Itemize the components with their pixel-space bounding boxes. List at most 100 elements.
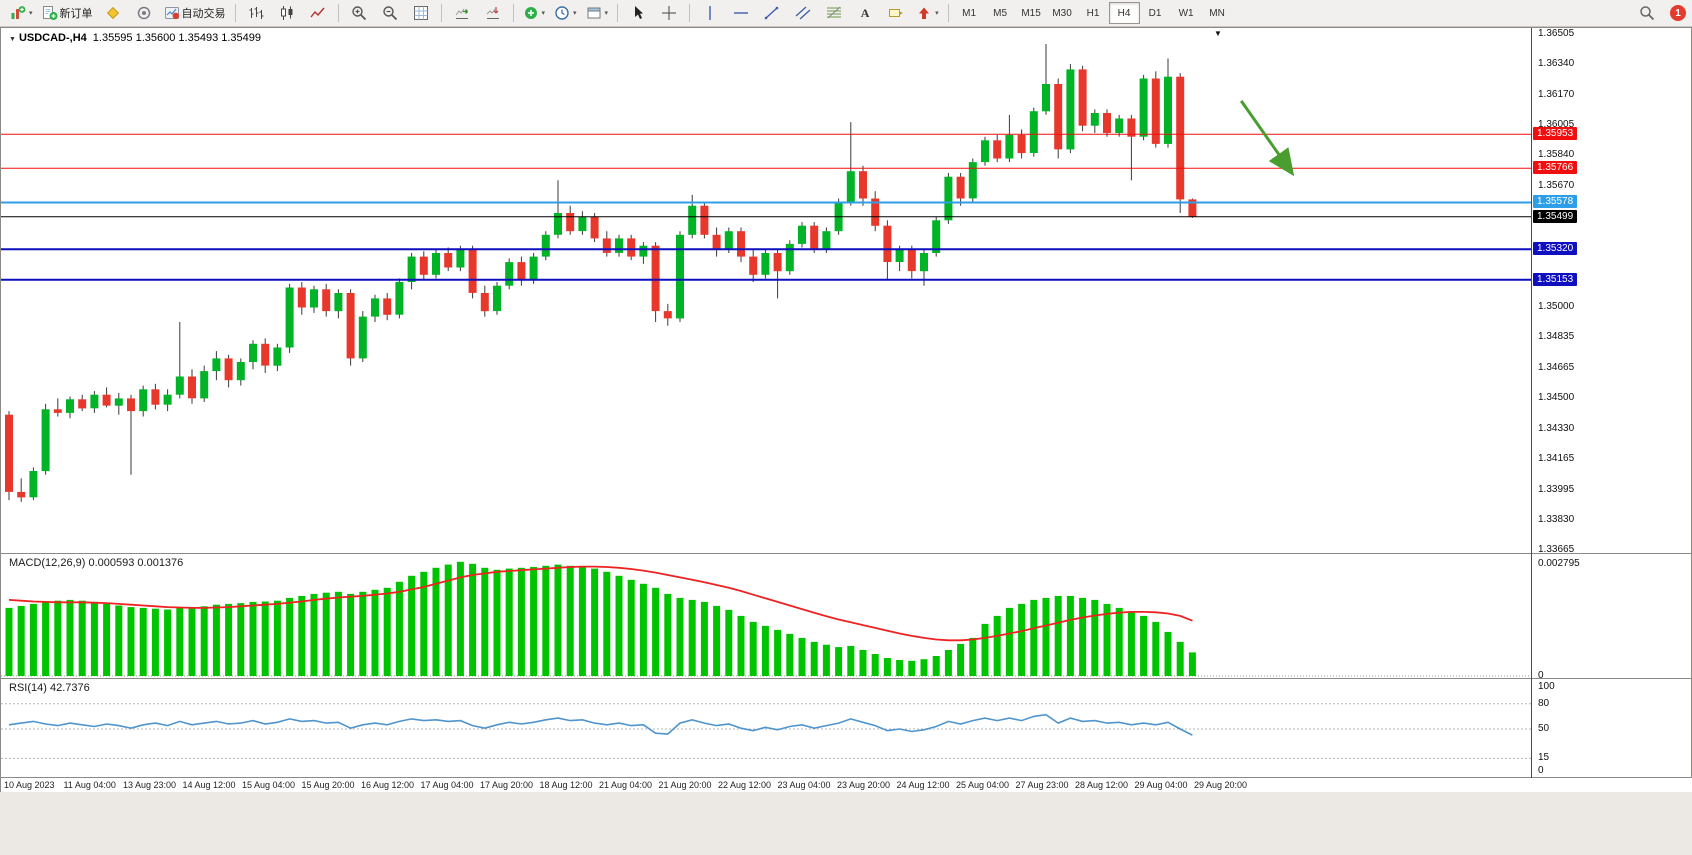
cursor-button[interactable] [623,1,653,25]
time-axis-label: 15 Aug 20:00 [301,780,355,790]
price-line-badge: 1.35953 [1533,127,1578,141]
toolbar-separator [512,4,514,22]
toolbar-separator [234,4,236,22]
tile-windows-button[interactable] [406,1,436,25]
trendline-button[interactable] [757,1,787,25]
chart-symbol-period: USDCAD-,H4 [18,32,87,44]
grid-icon [413,6,428,20]
community-button[interactable] [129,1,159,25]
metaeditor-button[interactable] [98,1,128,25]
panel-separator[interactable] [1,678,1692,679]
new-chart-icon [11,6,26,19]
main-toolbar: ▾ 新订单 自动交易 ▾ ▾ [0,0,1692,27]
chart-ohlc-quotes: 1.35595 1.35600 1.35493 1.35499 [92,32,261,44]
cursor-icon [635,6,644,19]
periods-button[interactable]: ▾ [550,1,581,25]
zoom-out-button[interactable] [375,1,405,25]
vertical-line-button[interactable] [695,1,725,25]
zoom-in-button[interactable] [344,1,374,25]
label-button[interactable] [881,1,911,25]
new-order-button[interactable]: 新订单 [38,1,97,25]
panel-separator[interactable] [1,553,1692,554]
fibonacci-button[interactable] [819,1,849,25]
clock-icon [555,6,569,20]
search-icon [1640,6,1655,21]
time-axis-label: 15 Aug 04:00 [242,780,296,790]
candlestick-chart[interactable] [1,28,1531,553]
price-axis[interactable]: 1.36505 1.36340 1.36170 1.36005 1.35840 1.356… [1531,28,1692,778]
time-axis-label: 18 Aug 12:00 [539,780,593,790]
timeframe-button-h1[interactable]: H1 [1086,7,1100,19]
price-axis-tick: 1.36170 [1538,88,1575,100]
price-line-badge: 1.35766 [1533,161,1578,175]
new-order-label: 新订单 [59,8,93,20]
price-line-badge: 1.35499 [1533,209,1578,223]
timeframe-button-w1[interactable]: W1 [1178,7,1194,19]
macd-indicator-chart[interactable] [1,554,1531,678]
time-axis-label: 23 Aug 20:00 [837,780,891,790]
toolbar-separator [440,4,442,22]
horizontal-line-button[interactable] [726,1,756,25]
chevron-down-icon: ▾ [604,9,609,17]
timeframe-button-d1[interactable]: D1 [1148,7,1162,19]
text-tool-icon: A [860,5,870,20]
bar-chart-button[interactable] [241,1,271,25]
autotrading-button[interactable]: 自动交易 [160,1,230,25]
chart-shift-marker[interactable]: ▼ [1214,29,1222,38]
time-axis-label: 27 Aug 23:00 [1015,780,1069,790]
auto-scroll-button[interactable] [447,1,477,25]
price-axis-tick: 1.34665 [1538,362,1575,374]
notification-badge[interactable]: 1 [1670,5,1686,21]
channel-button[interactable] [788,1,818,25]
price-axis-tick: 1.36505 [1538,28,1575,39]
price-axis-tick: 1.33665 [1538,544,1575,556]
zoom-in-icon [351,6,366,21]
time-axis-label: 14 Aug 12:00 [182,780,236,790]
candlestick-chart-button[interactable] [272,1,302,25]
new-chart-button[interactable]: ▾ [6,1,37,25]
timeframe-button-h4[interactable]: H4 [1108,2,1140,24]
timeframe-button-m5[interactable]: M5 [993,7,1008,19]
timeframe-button-mn[interactable]: MN [1209,7,1225,19]
price-line-badge: 1.35578 [1533,195,1578,209]
time-axis[interactable]: 10 Aug 2023 11 Aug 04:00 13 Aug 23:00 14 Au… [1,778,1692,792]
time-axis-label: 17 Aug 20:00 [480,780,534,790]
timeframe-button-m15[interactable]: M15 [1021,7,1041,19]
price-line-badge: 1.35153 [1533,272,1578,286]
timeframe-button-m30[interactable]: M30 [1052,7,1072,19]
time-axis-label: 29 Aug 04:00 [1134,780,1188,790]
text-button[interactable]: A [850,1,880,25]
line-chart-icon [309,7,325,18]
price-axis-tick: 1.36005 [1538,118,1575,130]
autotrading-icon [164,7,179,19]
templates-button[interactable]: ▾ [582,1,613,25]
timeframe-button-m1[interactable]: M1 [962,7,977,19]
label-icon [889,9,904,17]
template-icon [587,7,601,19]
price-line-badge: 1.35320 [1533,242,1578,256]
candlestick-chart-icon [280,6,293,20]
macd-label: MACD(12,26,9) 0.000593 0.001376 [9,557,184,569]
window-bottom-area [0,792,1692,855]
time-axis-label: 24 Aug 12:00 [896,780,950,790]
collapse-icon[interactable]: ▼ [9,36,16,43]
time-axis-label: 17 Aug 04:00 [420,780,474,790]
price-axis-tick: 1.34500 [1538,392,1575,404]
chevron-down-icon: ▾ [541,9,546,17]
price-axis-tick: 1.34835 [1538,331,1575,343]
time-axis-label: 22 Aug 12:00 [718,780,772,790]
rsi-indicator-chart[interactable] [1,679,1531,777]
time-axis-label: 13 Aug 23:00 [123,780,177,790]
line-chart-button[interactable] [303,1,333,25]
horizontal-line-icon [734,12,749,14]
price-axis-tick: 1.34165 [1538,453,1575,465]
vertical-line-icon [709,6,711,20]
indicators-button[interactable]: ▾ [519,1,550,25]
search-button[interactable] [1632,1,1662,25]
arrows-button[interactable]: ▾ [912,1,943,25]
chart-shift-button[interactable] [478,1,508,25]
arrow-shapes-icon [919,7,930,19]
timeframe-group: M1 M5 M15 M30 H1 H4 D1 W1 MN [954,2,1233,24]
new-order-icon [42,6,58,20]
crosshair-button[interactable] [654,1,684,25]
